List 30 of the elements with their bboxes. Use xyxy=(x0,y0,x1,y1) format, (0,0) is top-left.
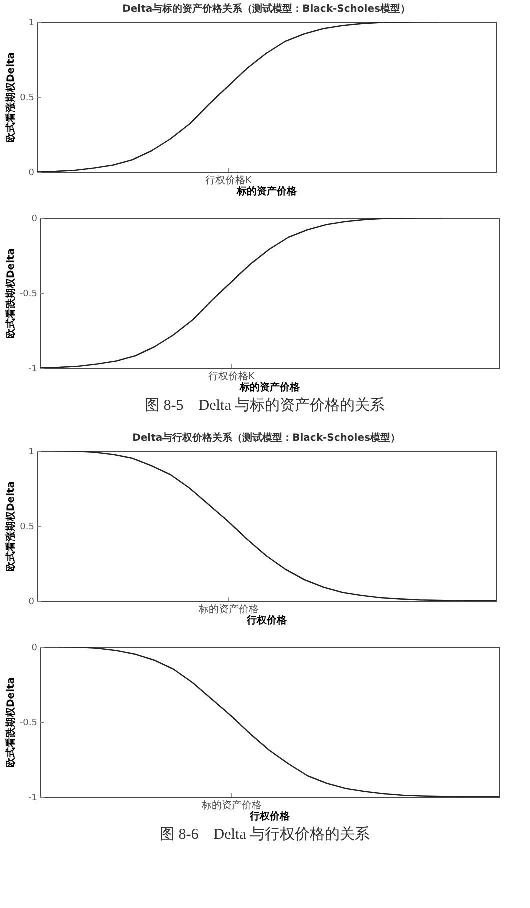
x-axis-title: 标的资产价格 xyxy=(236,186,298,198)
line-series xyxy=(37,22,440,172)
chart-title: Delta与标的资产价格关系（测试模型：Black-Scholes模型） xyxy=(122,3,410,15)
y-axis-title: 欧式看涨期权Delta xyxy=(5,481,18,572)
y-tick-label: 0 xyxy=(32,214,38,224)
y-tick-label: 0 xyxy=(28,598,35,608)
x-axis-title: 标的资产价格 xyxy=(239,382,301,394)
y-tick-label: 1 xyxy=(28,448,34,458)
y-tick-label: 0 xyxy=(28,168,35,178)
y-tick-label: -0.5 xyxy=(20,290,38,300)
x-tick-label: 行权价格K xyxy=(205,174,252,186)
y-tick-label: 0 xyxy=(32,644,38,654)
chart-title: Delta与行权价格关系（测试模型：Black-Scholes模型） xyxy=(132,432,400,444)
line-series xyxy=(58,647,499,797)
caption: 图 8-5 Delta 与标的资产价格的关系 xyxy=(144,396,386,415)
caption: 图 8-6 Delta 与行权价格的关系 xyxy=(159,826,371,844)
y-tick-label: -1 xyxy=(28,364,38,374)
y-axis-title: 欧式看跌期权Delta xyxy=(4,677,17,768)
y-tick-label: 1 xyxy=(28,18,34,28)
x-axis-title: 行权价格 xyxy=(249,810,291,822)
y-axis-title: 欧式看跌期权Delta xyxy=(4,248,17,339)
y-tick-label: 0.5 xyxy=(20,94,34,104)
y-tick-label: -0.5 xyxy=(20,718,38,728)
y-axis-title: 欧式看涨期权Delta xyxy=(5,52,18,143)
line-series xyxy=(40,218,442,368)
y-tick-label: -1 xyxy=(28,794,38,804)
x-tick-label: 行权价格K xyxy=(208,370,256,382)
y-tick-label: 0.5 xyxy=(20,522,34,532)
line-series xyxy=(55,451,496,601)
x-axis-title: 行权价格 xyxy=(246,614,288,626)
